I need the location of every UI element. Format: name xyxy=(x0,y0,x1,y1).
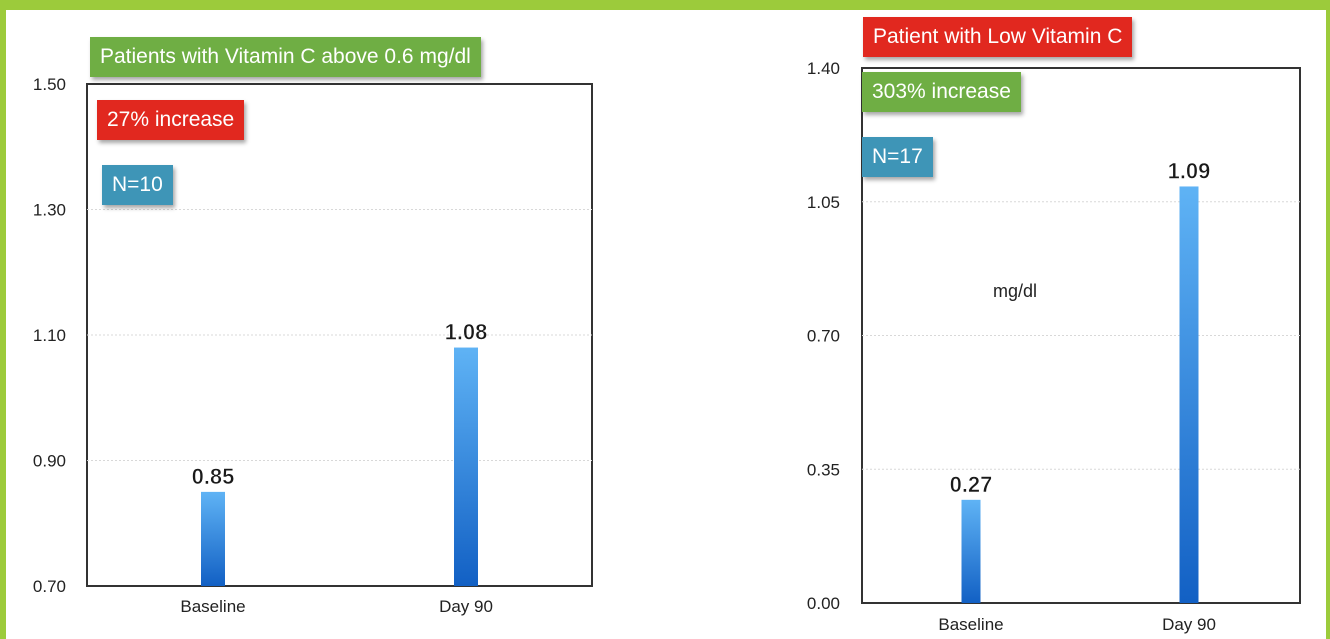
bar-baseline xyxy=(961,499,981,603)
data-label: 0.85 xyxy=(192,464,235,489)
y-tick-label: 1.40 xyxy=(807,59,840,78)
chart-right-increase-badge: 303% increase xyxy=(862,72,1021,112)
y-tick-label: 0.70 xyxy=(33,577,66,596)
y-tick-label: 1.50 xyxy=(33,75,66,94)
y-tick-label: 0.70 xyxy=(807,327,840,346)
unit-label: mg/dl xyxy=(993,281,1037,301)
x-category-label: Day 90 xyxy=(439,597,493,616)
data-label: 0.27 xyxy=(950,472,993,497)
y-tick-label: 0.00 xyxy=(807,594,840,613)
data-label: 1.08 xyxy=(445,320,488,345)
y-tick-label: 1.30 xyxy=(33,201,66,220)
x-category-label: Baseline xyxy=(938,615,1003,634)
chart-left-title-badge: Patients with Vitamin C above 0.6 mg/dl xyxy=(90,37,481,77)
chart-right-title-badge: Patient with Low Vitamin C xyxy=(863,17,1133,57)
data-label: 1.09 xyxy=(1168,158,1211,183)
bar-day-90 xyxy=(454,347,478,586)
x-category-label: Baseline xyxy=(180,597,245,616)
chart-left-increase-badge: 27% increase xyxy=(97,100,245,140)
bar-day-90 xyxy=(1179,186,1199,603)
chart-left-n-badge: N=10 xyxy=(102,165,173,205)
frame-top-border xyxy=(0,0,1330,10)
x-category-label: Day 90 xyxy=(1162,615,1216,634)
frame-left-border xyxy=(0,0,6,639)
bar-baseline xyxy=(201,491,225,586)
y-tick-label: 1.05 xyxy=(807,193,840,212)
y-tick-label: 0.35 xyxy=(807,460,840,479)
chart-right-n-badge: N=17 xyxy=(862,137,933,177)
y-tick-label: 1.10 xyxy=(33,326,66,345)
y-tick-label: 0.90 xyxy=(33,452,66,471)
frame-right-border xyxy=(1326,0,1330,639)
